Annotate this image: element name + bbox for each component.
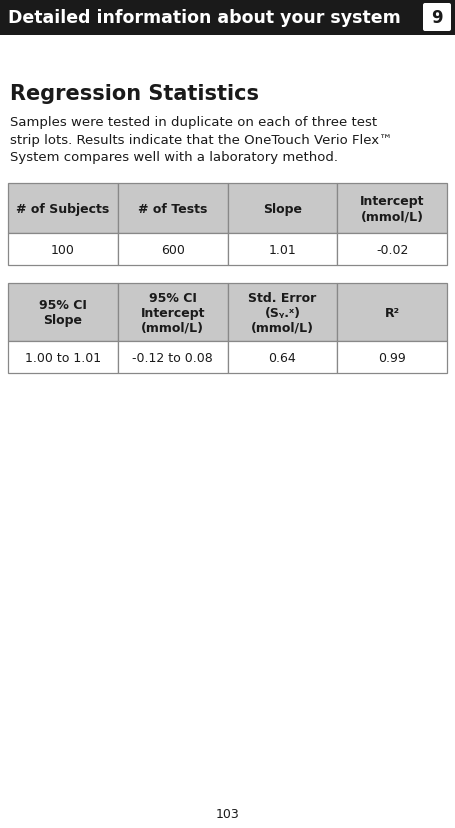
Bar	[228, 284, 337, 342]
Bar	[337, 284, 447, 342]
Text: Regression Statistics: Regression Statistics	[10, 84, 259, 104]
Bar	[228, 233, 337, 266]
Bar	[118, 284, 228, 342]
Text: 1.00 to 1.01: 1.00 to 1.01	[25, 351, 101, 364]
Text: 0.64: 0.64	[268, 351, 296, 364]
Text: -0.02: -0.02	[376, 243, 408, 256]
Bar	[118, 233, 228, 266]
Text: R²: R²	[384, 306, 399, 319]
Text: 0.99: 0.99	[378, 351, 406, 364]
Text: 600: 600	[161, 243, 185, 256]
Bar	[228, 342, 337, 373]
Bar	[8, 284, 118, 342]
Bar	[0, 0, 455, 36]
Bar	[8, 233, 118, 266]
Bar	[337, 233, 447, 266]
Text: 9: 9	[431, 9, 443, 27]
Bar	[337, 184, 447, 233]
Text: Intercept
(mmol/L): Intercept (mmol/L)	[360, 195, 425, 223]
Text: Std. Error
(Sᵧ.ˣ)
(mmol/L): Std. Error (Sᵧ.ˣ) (mmol/L)	[248, 291, 317, 334]
Text: Slope: Slope	[263, 202, 302, 215]
Text: 1.01: 1.01	[268, 243, 296, 256]
Text: -0.12 to 0.08: -0.12 to 0.08	[132, 351, 213, 364]
Bar	[8, 342, 118, 373]
Text: Samples were tested in duplicate on each of three test
strip lots. Results indic: Samples were tested in duplicate on each…	[10, 116, 392, 164]
Bar	[228, 184, 337, 233]
Bar	[118, 342, 228, 373]
Text: 103: 103	[216, 807, 239, 821]
FancyBboxPatch shape	[423, 4, 451, 32]
Bar	[8, 184, 118, 233]
Text: Detailed information about your system: Detailed information about your system	[8, 9, 401, 27]
Bar	[337, 342, 447, 373]
Text: 95% CI
Slope: 95% CI Slope	[39, 299, 87, 326]
Text: 100: 100	[51, 243, 75, 256]
Text: 95% CI
Intercept
(mmol/L): 95% CI Intercept (mmol/L)	[141, 291, 205, 334]
Text: # of Tests: # of Tests	[138, 202, 207, 215]
Bar	[118, 184, 228, 233]
Text: # of Subjects: # of Subjects	[16, 202, 110, 215]
